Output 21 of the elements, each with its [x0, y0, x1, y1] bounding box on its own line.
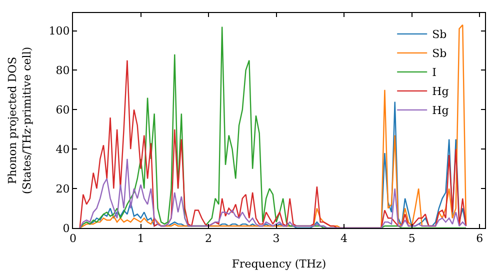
x-tick-label: 2 — [205, 232, 212, 246]
x-tick-label: 1 — [137, 232, 144, 246]
x-tick-label: 6 — [476, 232, 484, 246]
line-series — [79, 60, 467, 228]
x-tick-label: 4 — [340, 232, 348, 246]
y-tick-label: 20 — [56, 182, 70, 196]
x-axis-title: Frequency (THz) — [232, 257, 326, 270]
y-tick-label: 80 — [56, 64, 70, 78]
legend-label: Hg — [432, 85, 449, 98]
x-tick-label: 3 — [272, 232, 280, 246]
line-series — [79, 158, 467, 228]
legend-label: Hg — [432, 104, 449, 118]
y-tick-label: 100 — [48, 24, 70, 38]
y-axis-title: Phonon projected DOS (States/THz·primitive cell) — [6, 46, 34, 194]
y-tick-label: 0 — [62, 222, 70, 235]
legend-label: Sb — [432, 47, 447, 60]
y-tick-label: 40 — [56, 142, 70, 156]
legend-label: I — [432, 66, 436, 80]
y-tick-label: 60 — [56, 104, 70, 116]
x-tick-label: 5 — [408, 232, 416, 246]
legend-label: Sb — [432, 28, 447, 42]
